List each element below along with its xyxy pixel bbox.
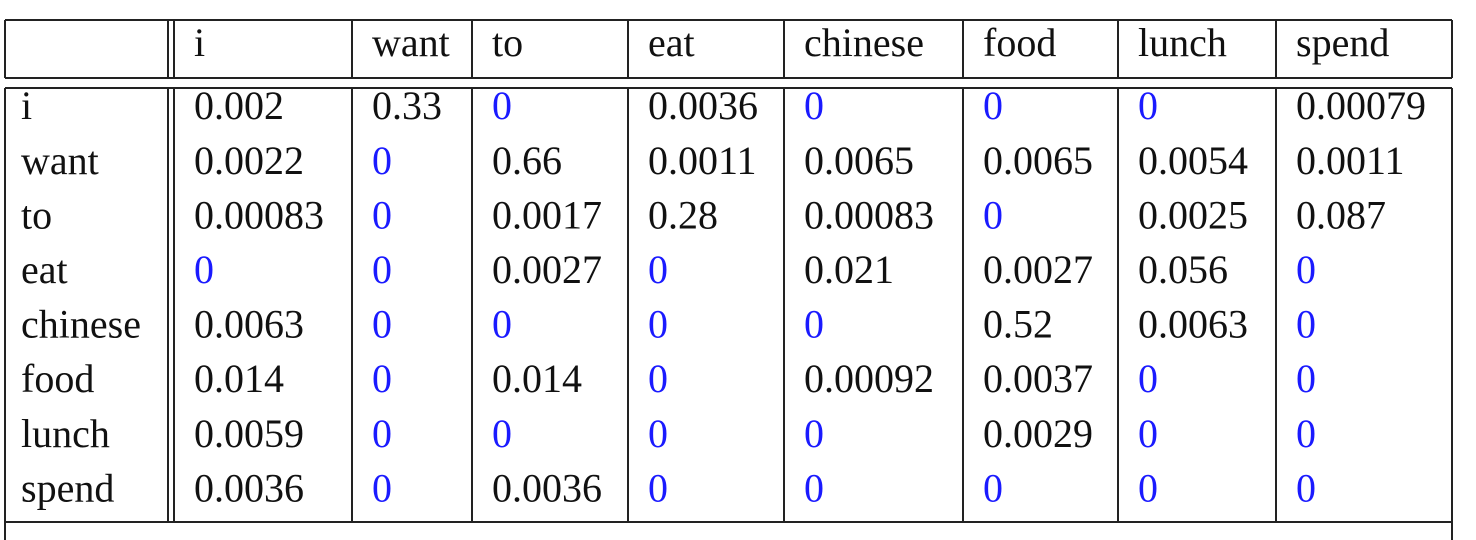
- cell-value: 0: [1138, 83, 1158, 128]
- cell-value: 0.00083: [804, 192, 934, 237]
- cell-value: 0.0065: [983, 138, 1093, 183]
- cell-value: 0: [983, 465, 1003, 510]
- cell-value: 0: [372, 465, 392, 510]
- cell-value: 0: [648, 411, 668, 456]
- column-header: chinese: [804, 20, 924, 65]
- cell-value: 0: [648, 247, 668, 292]
- cell-value: 0: [492, 411, 512, 456]
- cell-value: 0: [1138, 356, 1158, 401]
- cell-value: 0.014: [194, 356, 284, 401]
- cell-value: 0.0029: [983, 411, 1093, 456]
- row-label: want: [21, 138, 99, 183]
- cell-value: 0: [492, 83, 512, 128]
- row-label: lunch: [21, 411, 110, 456]
- cell-value: 0: [1296, 302, 1316, 347]
- cell-value: 0: [372, 302, 392, 347]
- cell-value: 0.33: [372, 83, 442, 128]
- row-label: to: [21, 192, 52, 237]
- cell-value: 0: [648, 465, 668, 510]
- cell-value: 0.0059: [194, 411, 304, 456]
- cell-value: 0.0054: [1138, 138, 1248, 183]
- cell-value: 0: [1296, 247, 1316, 292]
- cell-value: 0: [804, 302, 824, 347]
- cell-value: 0.0063: [1138, 302, 1248, 347]
- cell-value: 0.66: [492, 138, 562, 183]
- cell-value: 0: [1138, 465, 1158, 510]
- cell-value: 0.00083: [194, 192, 324, 237]
- column-header: food: [983, 20, 1056, 65]
- row-label: chinese: [21, 302, 141, 347]
- cell-value: 0.0036: [194, 465, 304, 510]
- cell-value: 0.00092: [804, 356, 934, 401]
- cell-value: 0: [1296, 356, 1316, 401]
- cell-value: 0.014: [492, 356, 582, 401]
- cell-value: 0.0037: [983, 356, 1093, 401]
- cell-value: 0.0036: [492, 465, 602, 510]
- cell-value: 0: [372, 138, 392, 183]
- column-header: to: [492, 20, 523, 65]
- cell-value: 0.002: [194, 83, 284, 128]
- cell-value: 0.0017: [492, 192, 602, 237]
- row-label: eat: [21, 247, 68, 292]
- cell-value: 0.0022: [194, 138, 304, 183]
- cell-value: 0.0036: [648, 83, 758, 128]
- cell-value: 0.28: [648, 192, 718, 237]
- column-header: spend: [1296, 20, 1389, 65]
- cell-value: 0: [983, 192, 1003, 237]
- row-label: i: [21, 83, 32, 128]
- cell-value: 0: [804, 465, 824, 510]
- cell-value: 0.52: [983, 302, 1053, 347]
- cell-value: 0.0027: [492, 247, 602, 292]
- cell-value: 0.021: [804, 247, 894, 292]
- cell-value: 0.0025: [1138, 192, 1248, 237]
- cell-value: 0.0027: [983, 247, 1093, 292]
- cell-value: 0: [194, 247, 214, 292]
- column-header: lunch: [1138, 20, 1227, 65]
- cell-value: 0: [1296, 465, 1316, 510]
- cell-value: 0: [372, 356, 392, 401]
- column-header: i: [194, 20, 205, 65]
- cell-value: 0: [372, 247, 392, 292]
- cell-value: 0: [648, 302, 668, 347]
- cell-value: 0: [804, 411, 824, 456]
- cell-value: 0.00079: [1296, 83, 1426, 128]
- cell-value: 0.0065: [804, 138, 914, 183]
- cell-value: 0: [372, 192, 392, 237]
- cell-value: 0: [648, 356, 668, 401]
- row-label: food: [21, 356, 94, 401]
- cell-value: 0.0011: [1296, 138, 1405, 183]
- cell-value: 0: [1296, 411, 1316, 456]
- column-header: want: [372, 20, 450, 65]
- cell-value: 0.087: [1296, 192, 1386, 237]
- cell-value: 0: [492, 302, 512, 347]
- column-header: eat: [648, 20, 695, 65]
- cell-value: 0.0063: [194, 302, 304, 347]
- cell-value: 0: [372, 411, 392, 456]
- row-label: spend: [21, 465, 114, 510]
- cell-value: 0.0011: [648, 138, 757, 183]
- cell-value: 0: [983, 83, 1003, 128]
- cell-value: 0: [804, 83, 824, 128]
- cell-value: 0: [1138, 411, 1158, 456]
- cell-value: 0.056: [1138, 247, 1228, 292]
